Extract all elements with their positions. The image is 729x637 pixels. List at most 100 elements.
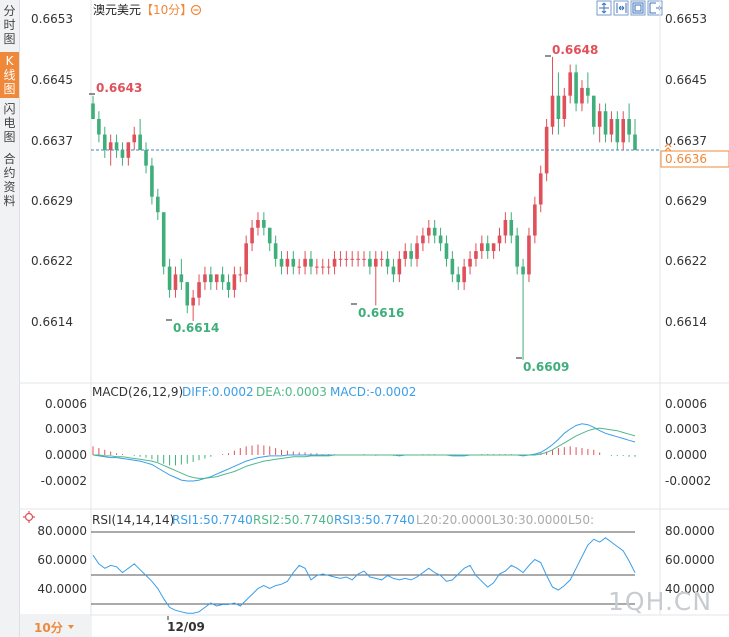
symbol-title: 澳元美元 (93, 3, 141, 17)
rsi-tick-left: 80.0000 (37, 524, 87, 538)
price-tick-left: 0.6614 (31, 315, 73, 329)
candle-body (550, 95, 555, 127)
candle-body (621, 119, 626, 143)
rsi-title: RSI(14,14,14) (92, 513, 174, 527)
candle-body (368, 258, 372, 267)
candle-body (179, 274, 184, 283)
candle-body (91, 103, 95, 119)
candle-body (474, 251, 478, 259)
candle-body (379, 258, 384, 260)
candle-body (197, 282, 201, 298)
rsi-line (92, 537, 636, 614)
candle-body (397, 258, 402, 275)
candle-body (138, 134, 142, 151)
l30-readout: L30:30.0000 (492, 513, 568, 527)
zoom-in-icon[interactable] (596, 0, 612, 16)
macd-dif-readout: DIFF:0.0002 (182, 385, 254, 399)
rsi-tick-left: 60.0000 (37, 553, 87, 567)
candle-body (432, 227, 437, 236)
candle-body (203, 274, 207, 283)
candle-body (291, 258, 296, 267)
tab-flash-chart[interactable]: 闪 电 图 (3, 102, 16, 144)
candle-body (144, 150, 148, 166)
candle-body (385, 258, 390, 267)
candle-body (262, 220, 266, 228)
candle-body (315, 266, 319, 268)
period-select-label[interactable]: 10分 (34, 620, 63, 635)
candle-body (462, 266, 466, 283)
candle-body (332, 258, 337, 267)
candle-body (344, 258, 349, 260)
candle-body (102, 134, 107, 151)
candle-body (521, 266, 525, 275)
candle-body (597, 111, 602, 127)
candle-body (108, 142, 113, 151)
tab-timeshare-chart[interactable]: 分 时 图 (3, 4, 16, 46)
macd-tick-left: 0.0006 (45, 397, 87, 411)
high-annotation: 0.6643 (96, 81, 142, 95)
candle-body (485, 243, 490, 252)
candle-body (226, 282, 231, 290)
period-label: 【10分】 (141, 3, 192, 17)
candle-body (615, 119, 620, 143)
exit-icon[interactable] (647, 0, 663, 16)
macd-dea-line (93, 427, 636, 479)
rsi3-readout: RSI3:50.7740 (334, 513, 415, 527)
candle-body (244, 243, 248, 275)
price-tick-right: 0.6645 (665, 73, 707, 87)
candle-body (427, 227, 431, 236)
candle-body (633, 134, 637, 151)
macd-title: MACD(26,12,9) (92, 385, 183, 399)
macd-tick-left: 0.0000 (45, 448, 87, 462)
low-annotation: 0.6609 (523, 360, 569, 374)
candle-body (450, 258, 455, 275)
candle-body (444, 243, 449, 259)
candle-body (533, 204, 537, 236)
candle-body (574, 72, 578, 104)
candle-body (538, 173, 543, 205)
candle-body (586, 87, 590, 96)
candle-body (285, 258, 290, 267)
candle-body (362, 258, 366, 260)
l50-readout: L50: (568, 513, 594, 527)
candle-body (350, 258, 355, 260)
candle-body (338, 258, 343, 260)
candle-body (456, 274, 461, 283)
low-annotation: 0.6614 (173, 321, 219, 335)
rsi-tick-right: 60.0000 (665, 553, 715, 567)
candle-body (97, 119, 101, 135)
tab-kline-chart[interactable]: K 线 图 (0, 52, 19, 98)
candle-body (515, 235, 519, 267)
candle-body (173, 274, 178, 290)
price-tick-right: 0.6637 (665, 134, 707, 148)
circle-minus-icon[interactable] (190, 4, 202, 16)
candle-body (150, 165, 154, 197)
chevron-down-icon[interactable] (68, 625, 74, 629)
candle-body (491, 243, 496, 252)
candle-body (544, 126, 549, 174)
candle-body (167, 266, 172, 290)
candle-body (238, 274, 243, 276)
tab-contract-info[interactable]: 合 约 资 料 (3, 152, 16, 208)
candle-body (527, 235, 531, 275)
price-tick-left: 0.6645 (31, 73, 73, 87)
candle-body (497, 235, 502, 244)
candle-body (562, 95, 567, 119)
candle-body (556, 95, 561, 119)
zoom-reset-icon[interactable] (613, 0, 629, 16)
price-tick-right: 0.6622 (665, 254, 707, 268)
fullscreen-icon[interactable] (630, 0, 646, 16)
crosshair-toggle-icon[interactable] (23, 511, 35, 523)
high-annotation: 0.6648 (552, 43, 598, 57)
candle-body (509, 220, 514, 236)
price-tick-left: 0.6637 (31, 134, 73, 148)
macd-dif-line (92, 423, 636, 482)
price-tick-left: 0.6629 (31, 194, 73, 208)
candle-body (267, 227, 272, 244)
candle-body (214, 274, 219, 283)
candle-body (161, 212, 166, 267)
period-select[interactable] (20, 616, 90, 637)
candle-body (185, 282, 190, 306)
candle-body (403, 251, 408, 259)
